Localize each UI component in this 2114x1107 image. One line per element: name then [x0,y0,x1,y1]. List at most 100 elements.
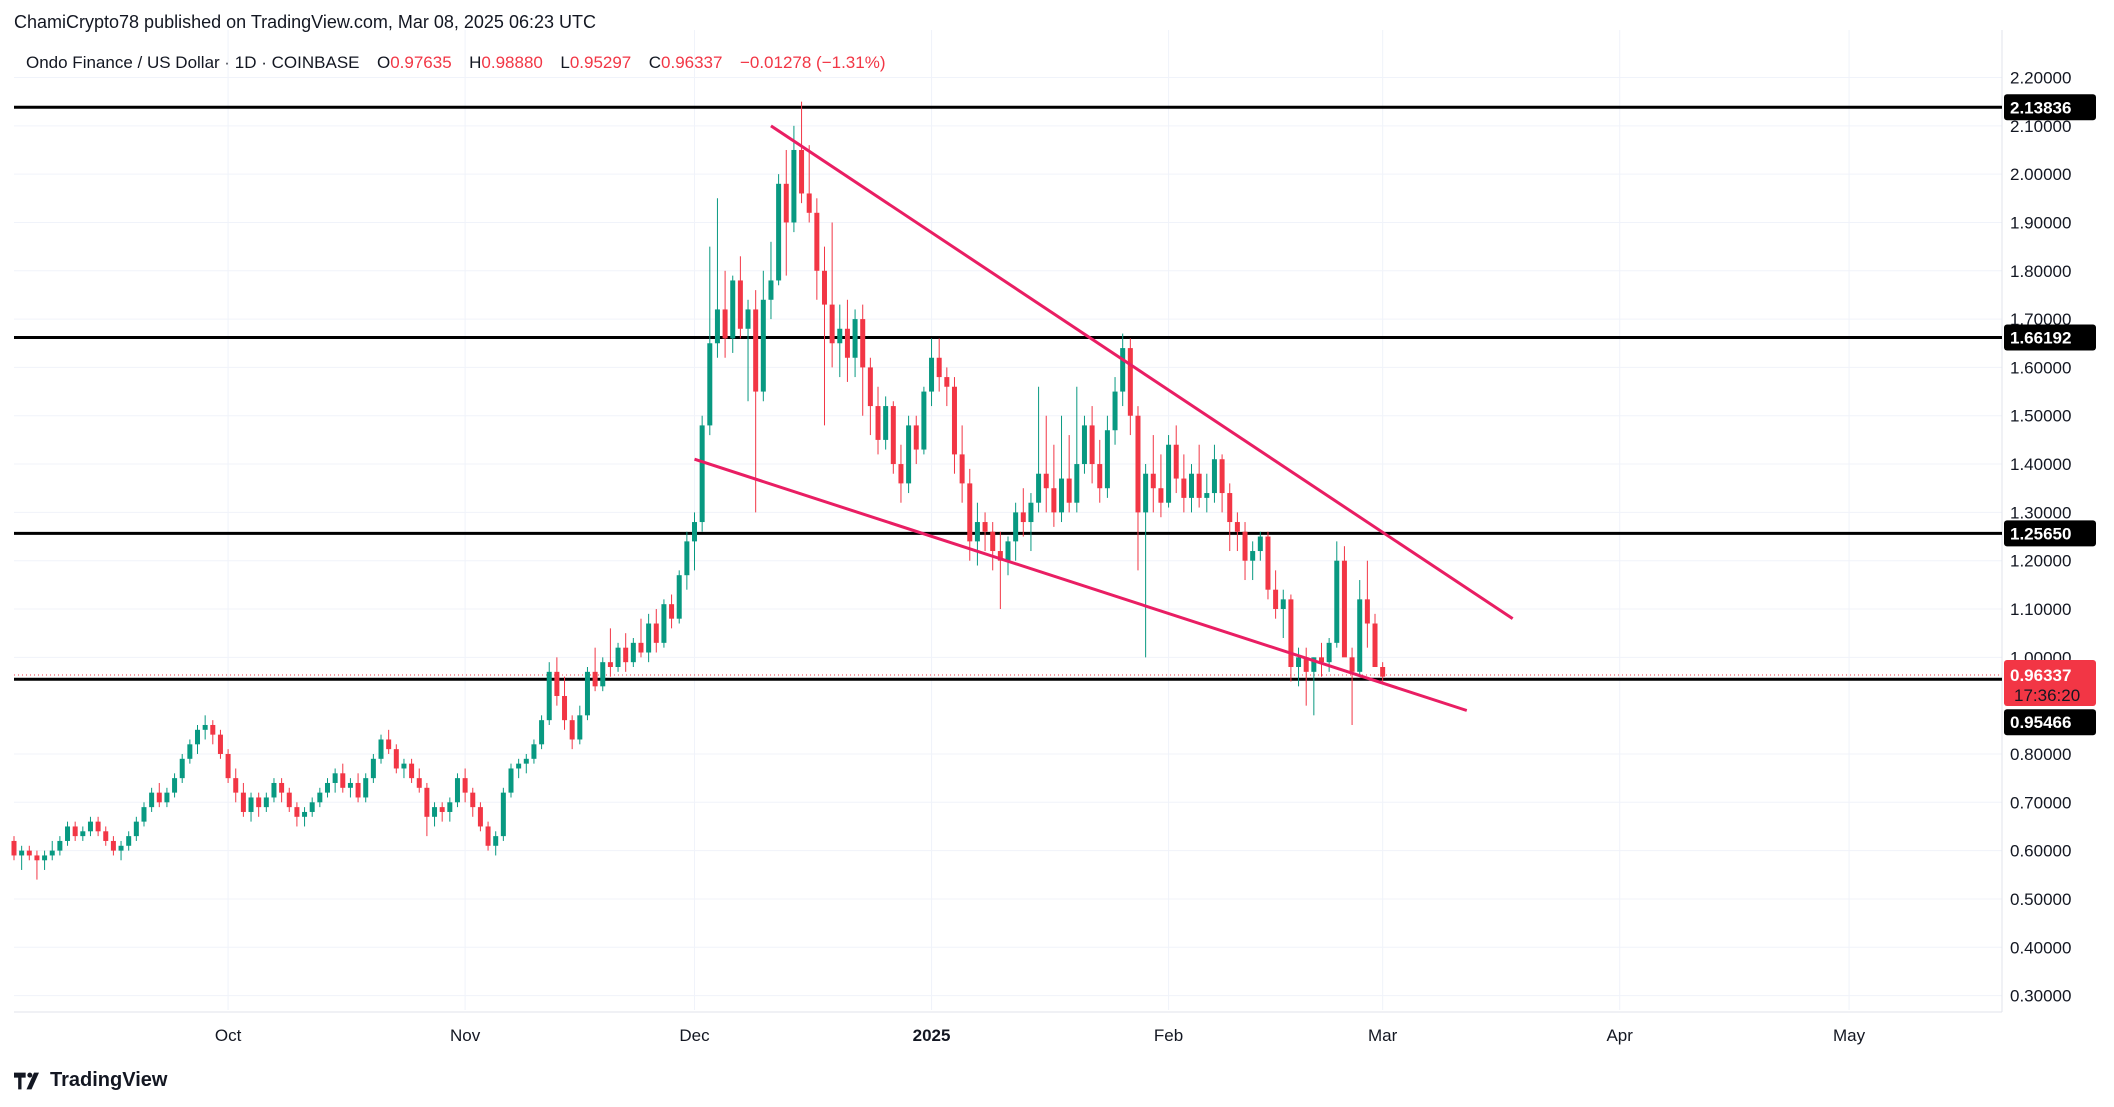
candle-body [1265,536,1271,590]
candle-body [202,724,208,730]
candle-body [1143,473,1149,513]
candle-body [546,671,552,721]
candle-body [646,623,652,653]
candle-body [355,782,361,798]
candle-body [944,377,950,387]
candle-body [256,797,262,808]
y-tick-label: 1.60000 [2010,358,2071,377]
candle-body [539,720,545,745]
candle-body [768,280,774,300]
candle-body [1357,599,1363,672]
candle-body [225,753,231,779]
candle-body [760,299,766,392]
candle-body [416,778,422,788]
y-tick-label: 1.70000 [2010,310,2071,329]
candle-body [523,758,529,764]
candle-body [1135,415,1141,513]
candle-body [600,662,606,687]
candle-body [623,647,629,663]
candle-body [309,802,315,812]
candle-body [669,604,675,619]
candle-body [347,782,353,788]
candle-body [363,778,369,798]
close-value: 0.96337 [661,53,723,72]
publisher-caption: ChamiCrypto78 published on TradingView.c… [14,12,596,32]
candle-body [11,840,17,856]
candle-body [1341,560,1347,658]
candle-body [1288,599,1294,668]
y-tick-label: 2.10000 [2010,117,2071,136]
candle-body [737,280,743,329]
candle-body [1364,599,1370,624]
x-tick-label: Oct [215,1026,242,1045]
candle-body [1227,493,1233,523]
candle-body [195,729,201,745]
candle-body [951,386,957,455]
candle-body [279,782,285,793]
candle-body [19,850,25,856]
x-tick-label: 2025 [913,1026,951,1045]
candle-body [516,763,522,769]
candle-body [638,642,644,653]
candle-body [1043,473,1049,489]
candle-body [722,309,728,339]
level-price-badge [2004,520,2096,547]
candle-body [1234,522,1240,532]
candle-body [1296,657,1302,668]
candle-body [692,522,698,542]
level-price-label: 0.95466 [2010,713,2071,732]
time-axis[interactable]: Oct Nov Dec 2025 Feb Mar Apr May [215,1026,1866,1045]
symbol-legend: Ondo Finance / US Dollar · 1D · COINBASE… [26,53,886,73]
candle-body [432,807,438,817]
candle-body [118,845,124,851]
y-tick-label: 1.30000 [2010,503,2071,522]
y-tick-label: 0.50000 [2010,890,2071,909]
level-price-label: 1.25650 [2010,524,2071,543]
last-price-badge [2004,660,2096,707]
candle-body [936,357,942,378]
candle-body [508,768,514,793]
candle-body [791,149,797,223]
candle-body [607,662,613,668]
candle-body [1334,560,1340,643]
candle-body [921,391,927,450]
candle-body [340,773,346,788]
candle-body [1211,459,1217,494]
y-tick-label: 2.20000 [2010,69,2071,88]
candle-body [103,831,109,841]
bar-countdown: 17:36:20 [2014,686,2080,705]
candle-body [26,850,32,856]
candle-body [401,763,407,769]
candle-body [730,280,736,339]
candle-body [1303,657,1309,672]
price-axis[interactable]: 2.20000 2.10000 2.00000 1.90000 1.80000 1.700… [2004,69,2096,1006]
candle-body [929,357,935,392]
candle-body [569,720,575,740]
candle-body [462,778,468,793]
candle-body [1318,657,1324,663]
candle-body [814,212,820,271]
low-label: L [560,53,570,72]
candle-body [80,831,86,837]
price-chart[interactable]: 2.20000 2.10000 2.00000 1.90000 1.80000 1.700… [0,0,2114,1050]
candle-body [806,193,812,213]
candle-body [776,183,782,281]
candle-body [707,343,713,426]
candle-body [837,328,843,344]
tradingview-footer[interactable]: TradingView [14,1069,167,1092]
candle-body [852,319,858,358]
candle-body [684,541,690,576]
candle-body [470,792,476,808]
candle-body [630,642,636,663]
candle-body [753,309,759,392]
candle-body [409,763,415,779]
candle-body [1166,444,1172,503]
close-label: C [648,53,662,72]
level-price-badge [2004,709,2096,736]
candle-body [1051,488,1057,513]
candle-body [821,270,827,305]
candle-body [653,623,659,643]
candle-body [1150,473,1156,489]
candle-body [1036,473,1042,503]
footer-brand: TradingView [50,1069,168,1091]
